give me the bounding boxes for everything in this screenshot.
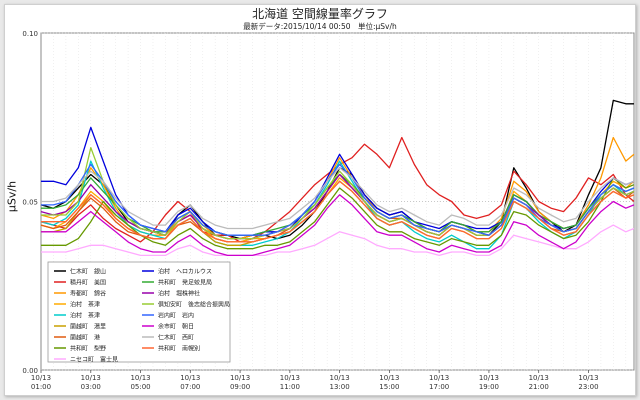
x-tick-label-date: 10/13 xyxy=(330,374,350,382)
legend-label: 泊村 茶津 xyxy=(70,301,100,309)
x-tick-label-time: 07:00 xyxy=(180,383,200,391)
legend-label: 岩内町 岩内 xyxy=(158,312,194,320)
series-line xyxy=(41,180,635,243)
series-line xyxy=(40,160,635,250)
series-line xyxy=(41,224,635,257)
legend-label: ニセコ町 富士見 xyxy=(70,356,118,364)
legend-label: 蘭越町 港 xyxy=(70,334,100,342)
x-tick-label-time: 23:00 xyxy=(578,383,598,391)
legend-label: 積丹町 美国 xyxy=(70,279,106,287)
legend-label: 泊村 ヘロカルウス xyxy=(158,268,212,276)
x-tick-label-time: 09:00 xyxy=(230,383,250,391)
legend-label: 共和町 梨野 xyxy=(70,345,106,353)
x-tick-label-date: 10/13 xyxy=(578,374,598,382)
x-tick-label-date: 10/13 xyxy=(81,374,101,382)
legend-label: 寿都町 錦谷 xyxy=(70,290,106,298)
y-tick-label: 0.05 xyxy=(22,199,38,207)
legend-label: 余市町 朝日 xyxy=(158,323,194,331)
legend-label: 仁木町 西町 xyxy=(158,334,194,342)
x-tick-label-time: 13:00 xyxy=(330,383,350,391)
legend-label: 仁木町 銀山 xyxy=(70,268,106,276)
x-tick-label-time: 05:00 xyxy=(130,383,150,391)
legend-box xyxy=(47,261,231,363)
legend-label: 共和町 発足蛟見局 xyxy=(158,279,212,287)
legend-label: 蘭越町 湯里 xyxy=(70,323,106,331)
x-tick-label-date: 10/13 xyxy=(230,374,250,382)
y-tick-label: 0.10 xyxy=(22,30,38,38)
x-tick-label-date: 10/13 xyxy=(130,374,150,382)
x-tick-label-date: 10/13 xyxy=(379,374,399,382)
legend-label: 泊村 堀株神社 xyxy=(158,290,200,298)
x-tick-label-date: 10/13 xyxy=(280,374,300,382)
x-tick-label-date: 10/13 xyxy=(180,374,200,382)
legend-label: 共和町 南幌別 xyxy=(158,345,200,353)
series-line xyxy=(41,167,635,230)
x-tick-label-time: 15:00 xyxy=(379,383,399,391)
x-tick-label-date: 10/13 xyxy=(479,374,499,382)
y-tick-label: 0.00 xyxy=(22,367,38,375)
x-tick-label-time: 17:00 xyxy=(429,383,449,391)
x-tick-label-time: 11:00 xyxy=(280,383,300,391)
legend-label: 泊村 茶津 xyxy=(70,312,100,320)
chart-subtitle: 最新データ:2015/10/14 00:50 単位:μSv/h xyxy=(243,22,397,31)
x-tick-label-date: 10/13 xyxy=(31,374,51,382)
x-tick-label-time: 01:00 xyxy=(31,383,51,391)
x-tick-label-date: 10/13 xyxy=(529,374,549,382)
chart-title: 北海道 空間線量率グラフ xyxy=(252,7,388,21)
x-tick-label-time: 21:00 xyxy=(529,383,549,391)
legend-label: 俱知安町 後志総合振興局 xyxy=(158,301,230,309)
x-tick-label-time: 19:00 xyxy=(479,383,499,391)
x-tick-label-time: 03:00 xyxy=(81,383,101,391)
series-line xyxy=(41,194,635,257)
x-tick-label-date: 10/13 xyxy=(429,374,449,382)
